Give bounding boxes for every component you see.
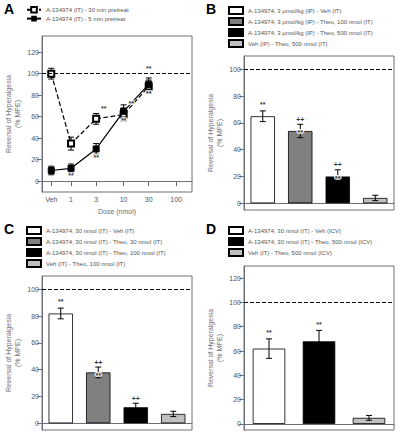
svg-text:A-134974 (IT) - 5 min pretreat: A-134974 (IT) - 5 min pretreat — [46, 16, 126, 22]
svg-text:100: 100 — [229, 66, 241, 73]
svg-text:(% MPE): (% MPE) — [216, 334, 224, 362]
svg-text:**: ** — [298, 129, 304, 136]
svg-text:3: 3 — [94, 196, 98, 203]
svg-text:80: 80 — [31, 313, 39, 320]
svg-text:20: 20 — [31, 393, 39, 400]
svg-text:A-134974, 30 nmol (IT) - Theo,: A-134974, 30 nmol (IT) - Theo, 500 nmol … — [248, 239, 372, 245]
svg-text:40: 40 — [31, 135, 39, 142]
svg-text:60: 60 — [233, 119, 241, 126]
svg-text:40: 40 — [31, 366, 39, 373]
svg-text:Veh (IT) - Theo, 100 nmol (IT): Veh (IT) - Theo, 100 nmol (IT) — [46, 261, 125, 267]
svg-text:**: ** — [260, 101, 266, 108]
svg-text:B: B — [206, 1, 216, 17]
svg-text:60: 60 — [31, 339, 39, 346]
svg-text:80: 80 — [31, 92, 39, 99]
svg-text:++: ++ — [296, 116, 304, 123]
svg-text:0: 0 — [35, 178, 39, 185]
svg-text:A-134974, 30 nmol (IT) - Theo,: A-134974, 30 nmol (IT) - Theo, 100 nmol … — [46, 250, 166, 256]
svg-text:80: 80 — [233, 323, 241, 330]
svg-text:++: ++ — [94, 359, 102, 366]
svg-text:**: ** — [316, 321, 322, 328]
svg-text:**: ** — [121, 117, 127, 124]
svg-text:A-134974 (IT) - 30 min pretrea: A-134974 (IT) - 30 min pretreat — [46, 7, 129, 13]
svg-text:1: 1 — [69, 196, 73, 203]
svg-text:Veh: Veh — [45, 196, 57, 203]
svg-text:**: ** — [58, 298, 64, 305]
svg-text:**: ** — [101, 105, 107, 112]
svg-text:**: ** — [335, 175, 341, 182]
svg-text:100: 100 — [229, 299, 241, 306]
svg-text:**: ** — [146, 65, 152, 72]
svg-text:10: 10 — [120, 196, 128, 203]
svg-text:A-134974, 30 nmol (IT) - Veh (: A-134974, 30 nmol (IT) - Veh (IT) — [46, 228, 134, 234]
svg-text:0: 0 — [35, 420, 39, 427]
svg-text:A-134974, 3 μmol/kg (IP) - Veh: A-134974, 3 μmol/kg (IP) - Veh (IT) — [248, 8, 342, 14]
svg-text:40: 40 — [233, 146, 241, 153]
svg-text:30: 30 — [145, 196, 153, 203]
svg-text:0: 0 — [237, 420, 241, 427]
svg-text:A: A — [4, 1, 14, 17]
svg-text:0: 0 — [237, 200, 241, 207]
svg-text:A-134974, 3 μmol/kg (IP) - The: A-134974, 3 μmol/kg (IP) - Theo, 100 nmo… — [248, 19, 373, 25]
svg-text:60: 60 — [233, 348, 241, 355]
svg-text:Reversal of Hyperalgesia: Reversal of Hyperalgesia — [5, 314, 13, 392]
svg-text:**: ** — [146, 90, 152, 97]
svg-text:A-134974, 30 nmol (IT) - Theo,: A-134974, 30 nmol (IT) - Theo, 30 nmol (… — [46, 239, 162, 245]
svg-text:Veh (IT) - Theo, 500 nmol (ICV: Veh (IT) - Theo, 500 nmol (ICV) — [248, 250, 332, 256]
svg-text:C: C — [4, 221, 14, 237]
svg-text:**: ** — [96, 372, 102, 379]
svg-text:100: 100 — [27, 70, 39, 77]
svg-text:**: ** — [129, 100, 135, 107]
svg-text:A-134974, 3 μmol/kg (IP) - The: A-134974, 3 μmol/kg (IP) - Theo, 500 nmo… — [248, 30, 373, 36]
svg-text:Reversal of Hyperalgesia: Reversal of Hyperalgesia — [5, 75, 13, 153]
svg-text:(% MPE): (% MPE) — [216, 119, 224, 147]
svg-text:100: 100 — [27, 286, 39, 293]
svg-text:**: ** — [93, 154, 99, 161]
svg-text:**: ** — [68, 172, 74, 179]
svg-text:20: 20 — [31, 156, 39, 163]
svg-text:A-134974, 30 nmol (IT) - Veh (: A-134974, 30 nmol (IT) - Veh (ICV) — [248, 228, 341, 234]
svg-text:80: 80 — [233, 93, 241, 100]
svg-text:(% MPE): (% MPE) — [14, 339, 22, 367]
svg-text:Dose (nmol): Dose (nmol) — [98, 208, 136, 216]
svg-text:D: D — [206, 221, 216, 237]
svg-text:60: 60 — [31, 113, 39, 120]
svg-text:40: 40 — [233, 372, 241, 379]
svg-text:Reversal of Hyperalgesia: Reversal of Hyperalgesia — [207, 94, 215, 172]
svg-text:++: ++ — [334, 161, 342, 168]
svg-text:120: 120 — [229, 275, 241, 282]
svg-text:100: 100 — [170, 196, 182, 203]
svg-text:120: 120 — [27, 49, 39, 56]
svg-text:++: ++ — [132, 395, 140, 402]
svg-text:20: 20 — [233, 396, 241, 403]
svg-text:Veh (IP) - Theo, 500 nmol (IT): Veh (IP) - Theo, 500 nmol (IT) — [248, 41, 328, 47]
svg-text:Reversal of Hyperalgesia: Reversal of Hyperalgesia — [207, 309, 215, 387]
svg-text:20: 20 — [233, 173, 241, 180]
svg-text:(% MPE): (% MPE) — [14, 100, 22, 128]
svg-text:**: ** — [266, 329, 272, 336]
